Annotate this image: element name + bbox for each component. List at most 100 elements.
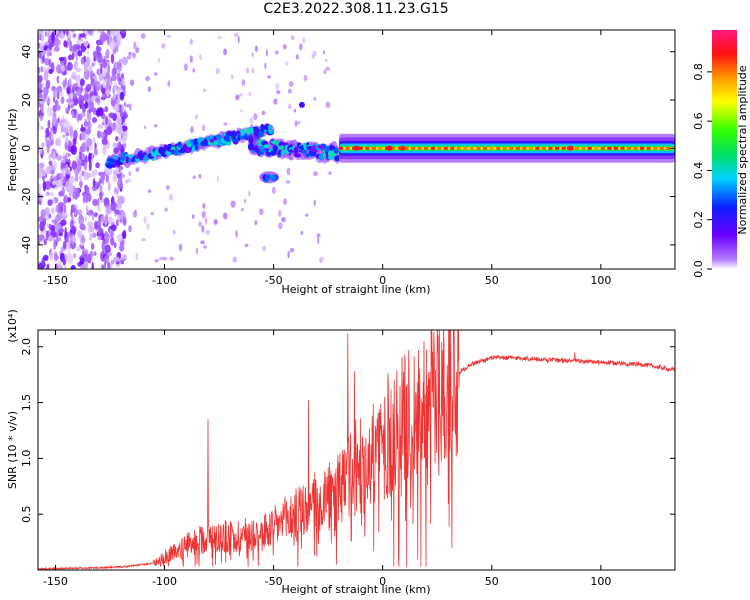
spectrogram-ticks: -150 -100 -50 0 50 100 -40 -20 0 20 40	[20, 30, 675, 287]
noise-speckle	[83, 93, 89, 102]
noise-speckle	[97, 205, 101, 212]
carrier-core	[646, 146, 651, 150]
sparse-speckle	[261, 110, 266, 116]
noise-speckle	[43, 70, 49, 82]
sparse-speckle	[275, 83, 280, 90]
sparse-speckle	[223, 122, 228, 126]
noise-speckle	[63, 118, 68, 124]
sparse-speckle	[313, 97, 317, 101]
spectrogram-ytick-label: 20	[20, 93, 33, 107]
noise-speckle	[63, 204, 67, 213]
carrier-core	[450, 146, 455, 150]
noise-speckle	[72, 33, 77, 38]
sparse-speckle	[147, 189, 152, 193]
noise-speckle	[60, 65, 65, 72]
noise-speckle	[46, 263, 50, 269]
noise-speckle	[105, 106, 108, 112]
noise-speckle	[79, 33, 86, 38]
sparse-speckle	[265, 49, 269, 57]
noise-speckle	[113, 147, 119, 155]
noise-speckle	[101, 264, 104, 269]
noise-speckle	[87, 120, 92, 132]
sparse-speckle	[244, 243, 249, 248]
noise-speckle	[61, 168, 67, 175]
noise-speckle	[110, 259, 115, 265]
sparse-speckle	[251, 52, 255, 58]
sparse-speckle	[254, 45, 259, 53]
sparse-speckle	[286, 167, 291, 176]
snr-scale-label: (x10⁴)	[6, 309, 19, 343]
noise-speckle	[113, 187, 119, 194]
noise-speckle	[60, 30, 64, 40]
sparse-speckle	[232, 256, 238, 263]
colorbar: 0.0 0.2 0.4 0.6 0.8 Normalized spectral ampl…	[692, 30, 749, 278]
carrier-peak	[353, 145, 360, 151]
sparse-speckle	[166, 184, 170, 191]
noise-speckle	[110, 236, 115, 246]
rising-trace-blob	[258, 130, 264, 138]
sparse-speckle	[244, 199, 247, 203]
noise-speckle	[85, 61, 89, 73]
carrier-core	[443, 146, 448, 150]
noise-speckle	[83, 171, 90, 181]
noise-speckle	[78, 94, 85, 106]
carrier-core	[476, 146, 481, 150]
noise-speckle	[46, 223, 49, 228]
noise-speckle	[72, 235, 76, 243]
sparse-speckle	[278, 222, 283, 230]
sparse-speckle	[288, 104, 292, 110]
noise-speckle	[93, 251, 97, 256]
noise-speckle	[110, 30, 116, 38]
sparse-speckle	[191, 214, 195, 219]
noise-speckle	[106, 251, 113, 257]
sparse-speckle	[129, 103, 132, 111]
snr-xtick-label: 50	[485, 575, 499, 588]
noise-speckle	[93, 56, 96, 62]
noise-speckle	[85, 205, 89, 214]
noise-speckle	[104, 219, 107, 227]
noise-speckle	[38, 93, 43, 99]
colorbar-tick-label: 0.0	[692, 260, 705, 278]
noise-speckle	[39, 114, 43, 122]
noise-speckle	[104, 235, 111, 240]
snr-xtick-label: -50	[265, 575, 283, 588]
noise-speckle	[116, 101, 120, 111]
carrier-core	[515, 146, 520, 150]
sparse-speckle	[237, 35, 240, 44]
noise-speckle	[120, 30, 127, 34]
noise-speckle	[57, 260, 62, 269]
noise-speckle	[77, 161, 82, 173]
noise-speckle	[63, 40, 67, 48]
noise-speckle	[72, 137, 77, 146]
sparse-speckle	[222, 212, 228, 220]
noise-speckle	[38, 193, 41, 202]
noise-speckle	[88, 152, 92, 164]
noise-speckle	[68, 182, 74, 194]
noise-speckle	[52, 88, 58, 98]
spectrogram-ytick-label: 40	[20, 45, 33, 59]
noise-speckle	[114, 209, 120, 215]
noise-speckle	[43, 238, 47, 246]
carrier-core	[528, 146, 533, 150]
noise-speckle	[63, 264, 66, 269]
sparse-speckle	[235, 94, 240, 101]
noise-speckle	[64, 145, 69, 151]
noise-speckle	[82, 246, 85, 258]
sparse-speckle	[323, 69, 327, 75]
noise-speckle	[107, 261, 111, 269]
noise-speckle	[75, 75, 81, 85]
rising-trace-blob	[191, 146, 196, 153]
colorbar-tick-label: 0.4	[692, 162, 705, 180]
sparse-speckle	[150, 211, 154, 216]
carrier-core	[541, 146, 546, 150]
carrier-core	[666, 146, 671, 150]
noise-speckle	[105, 207, 112, 215]
noise-speckle	[42, 217, 47, 227]
noise-speckle	[67, 31, 71, 39]
noise-speckle	[79, 223, 86, 231]
sparse-speckle	[267, 75, 272, 79]
noise-speckle	[86, 145, 90, 153]
noise-speckle	[62, 80, 67, 88]
mid-band-blob	[293, 146, 299, 154]
noise-speckle	[94, 97, 100, 103]
